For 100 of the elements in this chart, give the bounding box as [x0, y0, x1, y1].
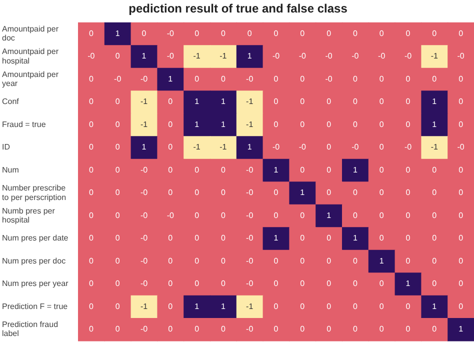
data-label: 0: [458, 210, 464, 220]
data-label: 0: [115, 210, 120, 220]
data-label: 0: [326, 120, 332, 129]
data-label: -0: [246, 165, 254, 174]
data-label: 0: [326, 188, 332, 198]
data-label: 0: [168, 234, 174, 243]
data-label: 0: [406, 302, 411, 311]
data-label: 0: [352, 28, 358, 38]
data-label: 0: [352, 97, 358, 106]
data-label: 0: [300, 120, 306, 129]
data-label: 0: [220, 279, 226, 288]
data-label: 0: [458, 120, 464, 129]
data-label: 1: [142, 142, 147, 152]
data-label: -0: [140, 324, 148, 334]
data-label: 0: [300, 28, 306, 38]
data-label: 0: [88, 28, 94, 38]
data-label: 0: [352, 302, 358, 311]
data-label: 0: [274, 279, 279, 288]
data-label: -0: [325, 52, 333, 61]
data-label: 0: [274, 256, 279, 266]
data-label: -0: [404, 142, 412, 152]
data-label: 0: [274, 324, 279, 334]
data-label: 0: [300, 324, 306, 334]
data-label: 0: [220, 210, 226, 220]
data-label: 0: [406, 324, 411, 334]
chart-title: pediction result of true and false class: [128, 2, 348, 16]
data-label: 0: [88, 302, 94, 311]
data-label: -0: [352, 142, 360, 152]
y-tick-label: Amountpaid per hospital: [2, 47, 59, 66]
data-label: 0: [352, 324, 358, 334]
data-label: 0: [247, 28, 252, 38]
data-label: 0: [115, 256, 120, 266]
data-label: 0: [406, 234, 411, 243]
data-label: 0: [274, 210, 279, 220]
data-label: -1: [220, 142, 228, 152]
data-label: 0: [88, 279, 94, 288]
data-label: 0: [300, 234, 306, 243]
data-label: 0: [432, 279, 438, 288]
data-label: -0: [298, 52, 306, 61]
data-label: 0: [194, 210, 200, 220]
data-label: -0: [298, 142, 306, 152]
data-label: 0: [406, 28, 411, 38]
data-label: 0: [458, 302, 464, 311]
data-label: 0: [326, 279, 332, 288]
data-label: 1: [406, 279, 411, 288]
data-label: 0: [168, 256, 174, 266]
data-label: -1: [140, 120, 148, 129]
data-label: 0: [220, 324, 226, 334]
data-label: 0: [406, 97, 411, 106]
data-label: -1: [246, 97, 254, 106]
data-label: -1: [220, 52, 228, 61]
data-label: -0: [457, 52, 465, 61]
data-label: 0: [379, 324, 384, 334]
data-label: 1: [326, 210, 332, 220]
data-label: 1: [194, 97, 200, 106]
data-label: 1: [274, 234, 279, 243]
data-label: 0: [220, 256, 226, 266]
data-label: 0: [115, 324, 120, 334]
data-label: 0: [168, 142, 174, 152]
data-label: 0: [326, 302, 332, 311]
y-tick-label: Prediction F = true: [2, 302, 68, 311]
data-label: -0: [140, 234, 148, 243]
data-label: 0: [432, 165, 438, 174]
data-label: 0: [432, 324, 438, 334]
data-label: 0: [88, 142, 94, 152]
data-label: -0: [246, 279, 254, 288]
data-label: 1: [142, 52, 147, 61]
data-label: -0: [246, 234, 254, 243]
data-label: 0: [274, 120, 279, 129]
y-tick-label: Amountpaid per year: [2, 70, 59, 88]
data-label: 0: [300, 279, 306, 288]
data-label: 0: [194, 234, 200, 243]
data-label: 0: [326, 142, 332, 152]
data-label: 0: [458, 97, 464, 106]
data-label: 0: [379, 302, 384, 311]
data-label: 0: [194, 74, 200, 84]
data-label: 1: [115, 28, 120, 38]
data-label: -0: [246, 324, 254, 334]
data-label: -1: [193, 142, 201, 152]
data-label: 0: [220, 28, 226, 38]
data-label: 0: [352, 279, 358, 288]
data-label: 0: [168, 324, 174, 334]
data-label: -0: [166, 52, 174, 61]
data-label: 1: [220, 97, 226, 106]
data-label: 0: [194, 188, 200, 198]
data-label: 0: [300, 165, 306, 174]
data-label: 0: [379, 165, 384, 174]
data-label: 0: [406, 188, 411, 198]
data-label: -0: [140, 279, 148, 288]
data-label: 0: [326, 234, 332, 243]
data-label: 0: [326, 97, 332, 106]
data-label: 0: [115, 142, 120, 152]
y-tick-label: Num pres per date: [2, 234, 69, 243]
data-label: -0: [404, 52, 412, 61]
data-label: 0: [326, 165, 332, 174]
data-label: 0: [379, 74, 384, 84]
data-label: -0: [88, 52, 96, 61]
data-label: -0: [246, 256, 254, 266]
data-label: 0: [274, 74, 279, 84]
data-label: -0: [272, 142, 280, 152]
